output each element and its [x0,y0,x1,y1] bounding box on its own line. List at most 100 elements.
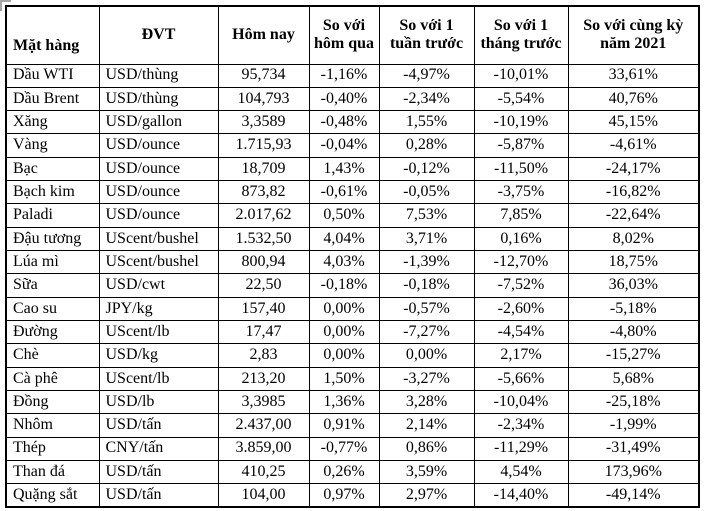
cell-vs-week: 3,59% [378,459,475,485]
cell-vs-2021: 36,03% [567,273,700,298]
cell-vs-week: 0,00% [378,343,475,368]
cell-today: 157,40 [217,296,310,321]
header-vs-month: So với 1 tháng trước [473,5,569,65]
table-row: Đường UScent/lb 17,47 0,00% -7,27% -4,54% -4,8… [5,319,700,345]
table-body: Dầu WTI USD/thùng 95,734 -1,16% -4,97% -10,01… [5,63,700,508]
cell-item: Bạch kim [5,180,100,205]
table-handle-mark [0,0,11,11]
cell-unit: UScent/lb [98,366,219,391]
cell-unit: USD/gallon [98,110,219,135]
cell-vs-week: -2,34% [378,86,475,112]
cell-vs-week: 3,71% [378,226,475,252]
cell-vs-2021: -25,18% [567,389,700,415]
cell-vs-month: -10,01% [473,63,569,88]
table-row: Paladi USD/ounce 2.017,62 0,50% 7,53% 7,85% -2… [5,203,700,228]
cell-vs-yesterday: 0,26% [308,459,380,485]
cell-item: Paladi [5,203,100,228]
table-row: Cao su JPY/kg 157,40 0,00% -0,57% -2,60% -5,18… [5,296,700,321]
cell-item: Cà phê [5,366,100,391]
cell-unit: USD/ounce [98,203,219,228]
cell-unit: JPY/kg [98,296,219,321]
table-row: Đồng USD/lb 3,3985 1,36% 3,28% -10,04% -25,18% [5,389,700,415]
cell-vs-2021: -4,61% [567,133,700,158]
cell-item: Vàng [5,133,100,158]
table-row: Nhôm USD/tấn 2.437,00 0,91% 2,14% -2,34% -1,99… [5,413,700,438]
cell-vs-2021: -15,27% [567,343,700,368]
commodity-price-table: Mặt hàng ĐVT Hôm nay So với hôm qua So v… [5,5,700,508]
cell-vs-week: 3,28% [378,389,475,415]
cell-today: 104,00 [217,483,310,508]
table-row: Quặng sắt USD/tấn 104,00 0,97% 2,97% -14,40% -… [5,483,700,508]
cell-unit: USD/thùng [98,86,219,112]
cell-vs-week: -0,05% [378,180,475,205]
cell-vs-week: -0,18% [378,273,475,298]
header-vs-week: So với 1 tuần trước [378,5,475,65]
cell-vs-yesterday: 0,97% [308,483,380,508]
cell-vs-month: 4,54% [473,459,569,485]
cell-vs-2021: -49,14% [567,483,700,508]
cell-item: Xăng [5,110,100,135]
cell-item: Đường [5,319,100,345]
cell-today: 213,20 [217,366,310,391]
cell-vs-yesterday: -0,18% [308,273,380,298]
cell-unit: USD/thùng [98,63,219,88]
table-row: Đậu tương UScent/bushel 1.532,50 4,04% 3,71%… [5,226,700,252]
header-today: Hôm nay [217,5,310,65]
cell-vs-week: 0,28% [378,133,475,158]
cell-vs-yesterday: -0,61% [308,180,380,205]
cell-vs-month: -11,29% [473,436,569,461]
cell-vs-month: -7,52% [473,273,569,298]
cell-item: Cao su [5,296,100,321]
cell-vs-month: -10,19% [473,110,569,135]
cell-vs-yesterday: -0,40% [308,86,380,112]
cell-vs-month: -11,50% [473,156,569,182]
table-row: Vàng USD/ounce 1.715,93 -0,04% 0,28% -5,87% -4… [5,133,700,158]
cell-item: Đồng [5,389,100,415]
cell-vs-yesterday: 1,36% [308,389,380,415]
cell-vs-yesterday: 0,50% [308,203,380,228]
cell-vs-week: 2,14% [378,413,475,438]
cell-item: Dầu Brent [5,86,100,112]
cell-vs-yesterday: -1,16% [308,63,380,88]
cell-unit: USD/ounce [98,156,219,182]
cell-unit: USD/tấn [98,413,219,438]
cell-today: 1.532,50 [217,226,310,252]
cell-vs-month: 0,16% [473,226,569,252]
cell-vs-week: -0,12% [378,156,475,182]
header-vs-2021: So với cùng kỳ năm 2021 [567,5,700,65]
cell-vs-yesterday: 4,03% [308,249,380,275]
cell-today: 17,47 [217,319,310,345]
cell-vs-yesterday: 4,04% [308,226,380,252]
cell-vs-yesterday: 1,43% [308,156,380,182]
table-row: Dầu Brent USD/thùng 104,793 -0,40% -2,34% -5,… [5,86,700,112]
cell-today: 2,83 [217,343,310,368]
cell-today: 410,25 [217,459,310,485]
cell-today: 800,94 [217,249,310,275]
cell-vs-week: 2,97% [378,483,475,508]
cell-vs-yesterday: -0,77% [308,436,380,461]
table-header: Mặt hàng ĐVT Hôm nay So với hôm qua So v… [5,5,700,65]
cell-vs-2021: 8,02% [567,226,700,252]
cell-vs-2021: -1,99% [567,413,700,438]
cell-unit: USD/tấn [98,459,219,485]
cell-unit: USD/cwt [98,273,219,298]
table-row: Bạch kim USD/ounce 873,82 -0,61% -0,05% -3,75… [5,180,700,205]
cell-today: 104,793 [217,86,310,112]
cell-today: 2.017,62 [217,203,310,228]
cell-vs-week: -3,27% [378,366,475,391]
cell-today: 873,82 [217,180,310,205]
cell-vs-week: -4,97% [378,63,475,88]
cell-today: 3.859,00 [217,436,310,461]
cell-vs-month: 2,17% [473,343,569,368]
cell-vs-yesterday: 0,00% [308,296,380,321]
cell-item: Đậu tương [5,226,100,252]
cell-vs-2021: 5,68% [567,366,700,391]
cell-today: 22,50 [217,273,310,298]
table-row: Bạc USD/ounce 18,709 1,43% -0,12% -11,50% -24,… [5,156,700,182]
cell-vs-month: 7,85% [473,203,569,228]
cell-vs-2021: 45,15% [567,110,700,135]
cell-unit: USD/ounce [98,133,219,158]
cell-vs-2021: -16,82% [567,180,700,205]
cell-vs-month: -12,70% [473,249,569,275]
